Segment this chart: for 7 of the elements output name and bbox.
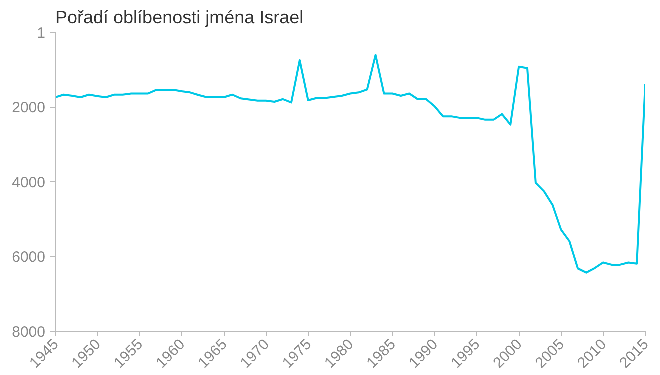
y-tick-label: 8000 xyxy=(12,324,46,341)
y-tick-label: 2000 xyxy=(12,100,46,117)
y-tick-label: 1 xyxy=(37,25,46,42)
y-tick-label: 4000 xyxy=(12,174,46,192)
line-series xyxy=(56,54,646,274)
y-tick-label: 6000 xyxy=(12,249,46,266)
chart-title: Pořadí oblíbenosti jména Israel xyxy=(56,8,304,28)
